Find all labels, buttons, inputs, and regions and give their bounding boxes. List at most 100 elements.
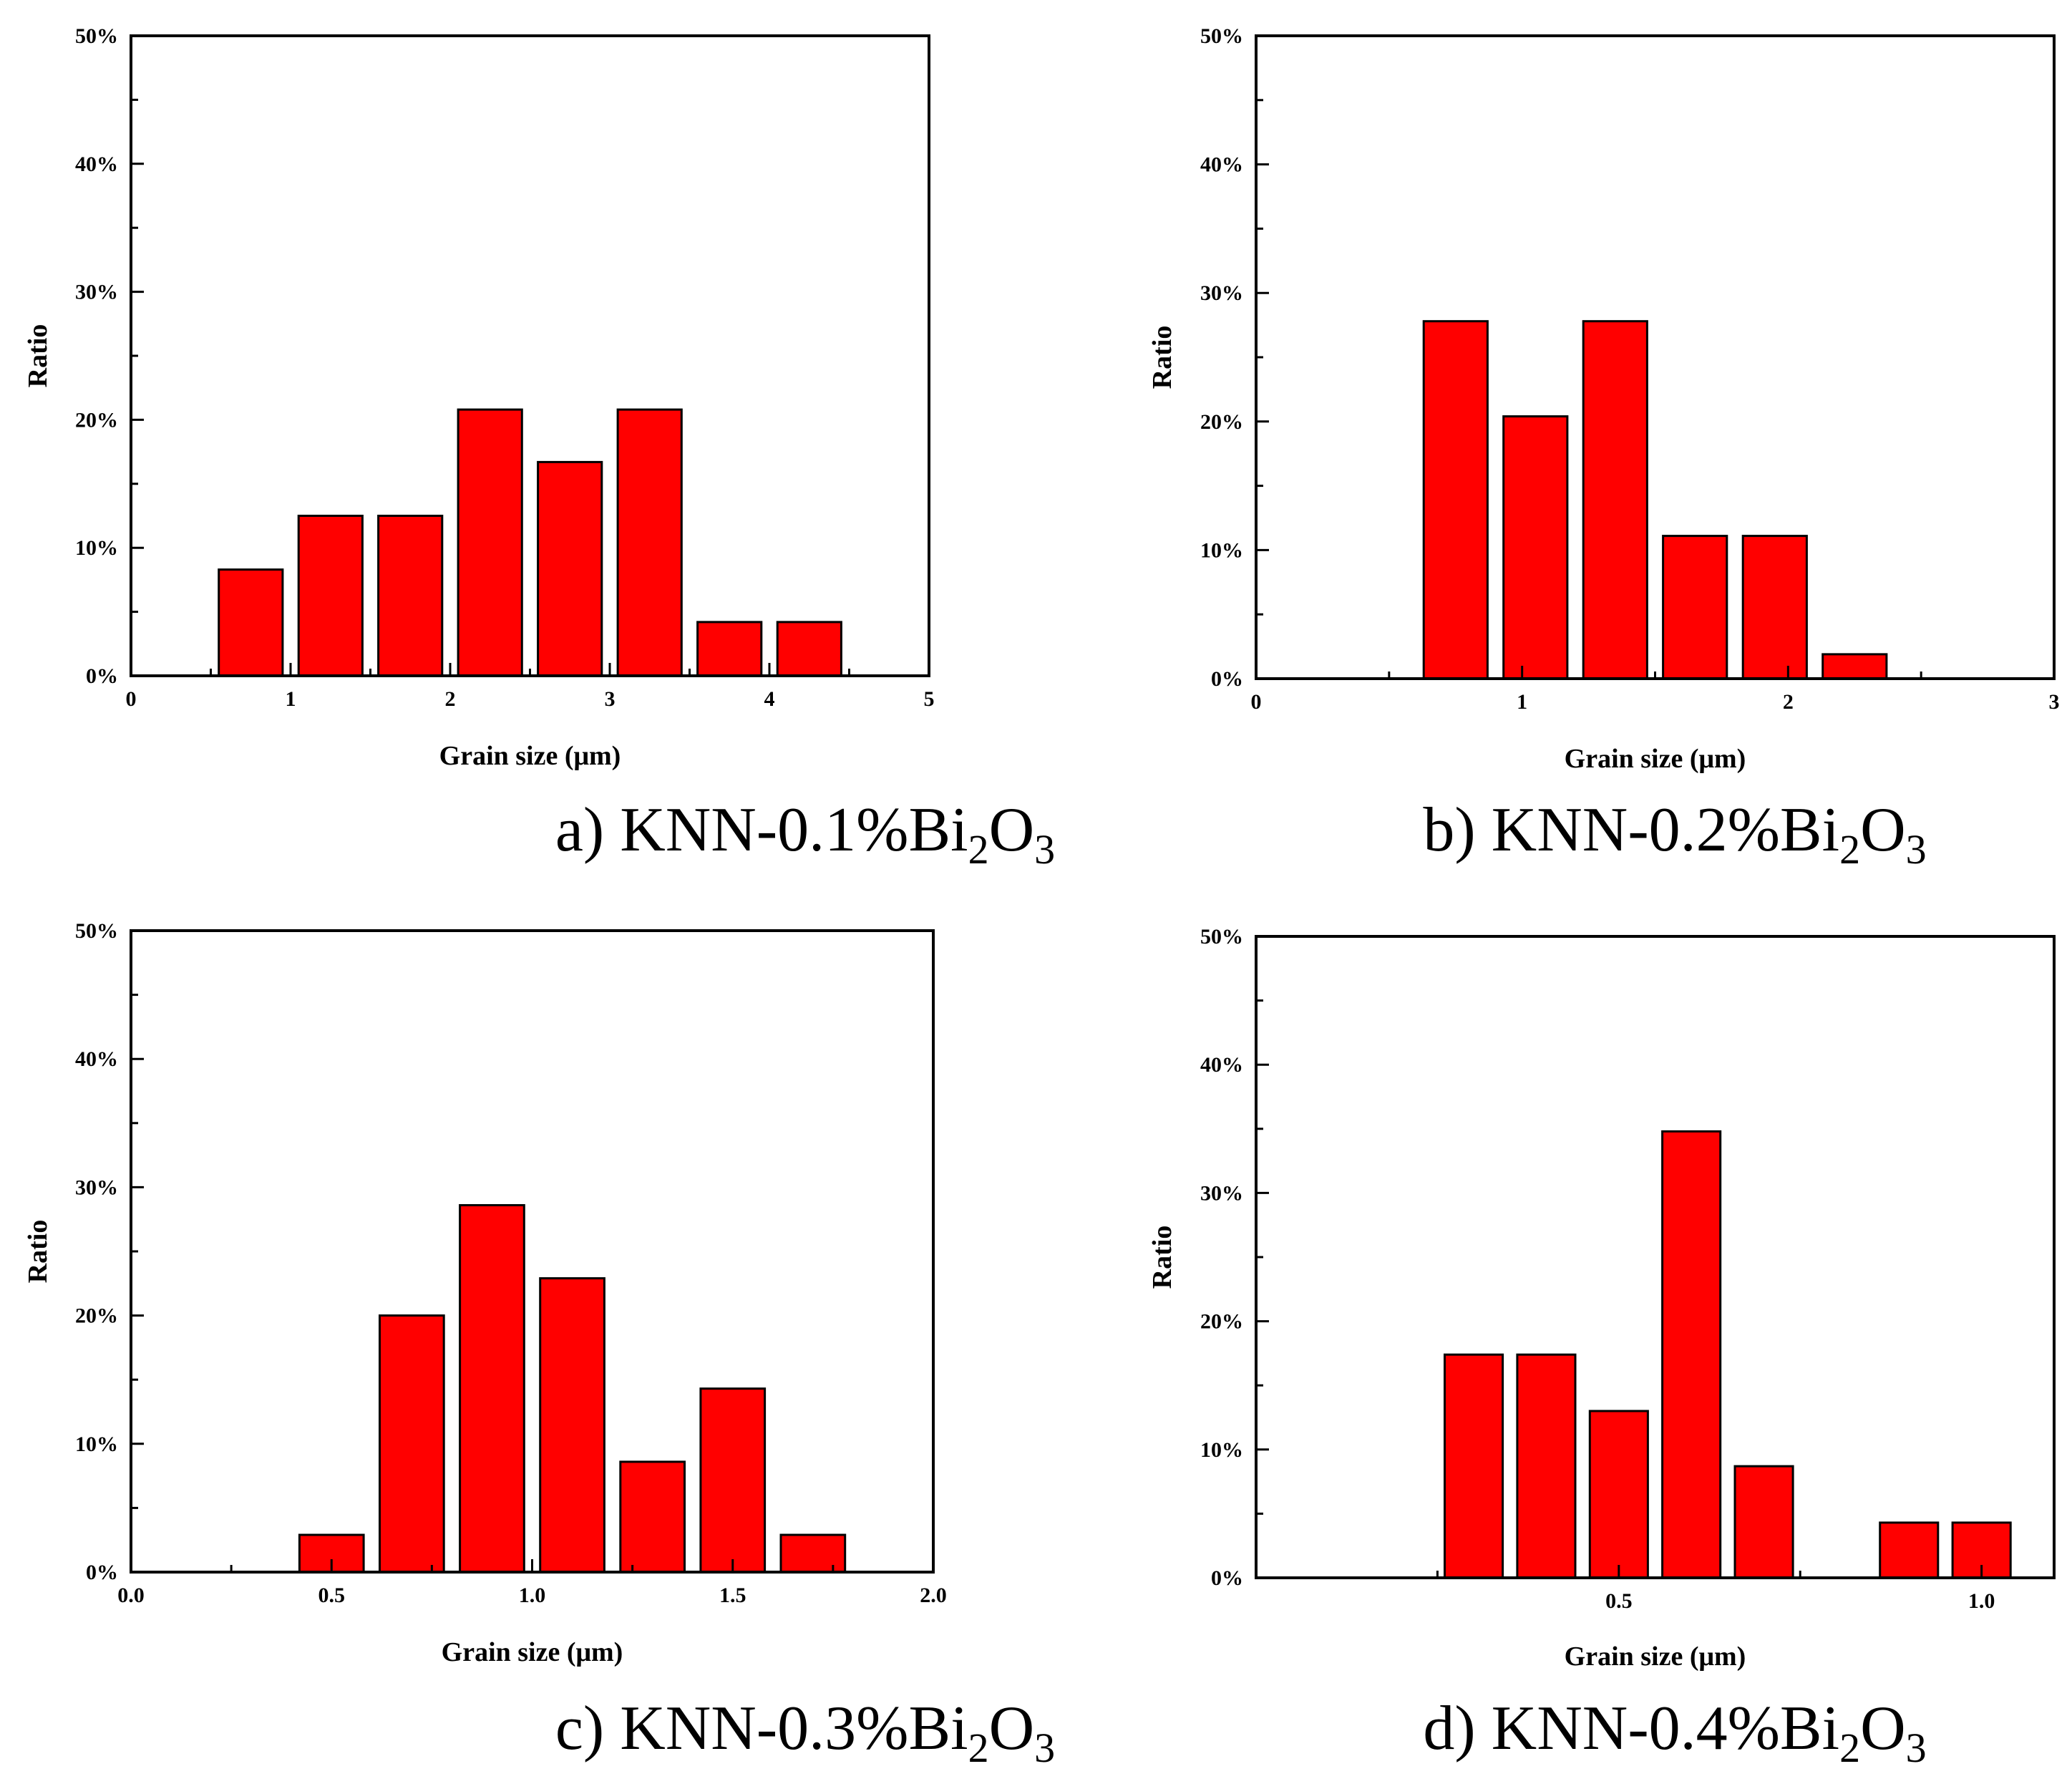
caption-text: d) KNN-0.4%Bi xyxy=(1423,1694,1839,1763)
y-tick-label: 30% xyxy=(1200,281,1243,305)
x-tick-label: 2.0 xyxy=(920,1584,947,1607)
panel-caption: a) KNN-0.1%Bi2O3 xyxy=(555,795,1055,873)
y-tick-label: 20% xyxy=(1200,410,1243,434)
x-tick-label: 1.0 xyxy=(519,1584,546,1607)
x-tick-label: 0 xyxy=(126,687,137,711)
panel-caption: c) KNN-0.3%Bi2O3 xyxy=(555,1694,1055,1771)
y-tick-label: 0% xyxy=(1211,1566,1243,1590)
caption-text: O xyxy=(1860,795,1906,865)
bar xyxy=(696,621,763,677)
y-tick-label: 20% xyxy=(1200,1310,1243,1334)
y-tick-label: 0% xyxy=(86,1561,118,1584)
x-tick-label: 4 xyxy=(764,687,775,711)
caption-subscript: 2 xyxy=(968,826,989,873)
y-axis-label: Ratio xyxy=(23,1220,53,1284)
y-tick-label: 10% xyxy=(75,1432,118,1456)
x-tick-label: 1 xyxy=(1517,690,1527,714)
y-tick-label: 50% xyxy=(1200,925,1243,949)
caption-text: O xyxy=(989,1694,1035,1763)
x-tick-label: 2 xyxy=(1783,690,1794,714)
caption-text: O xyxy=(989,795,1035,865)
plot-frame xyxy=(1255,34,2056,680)
x-tick-label: 1.5 xyxy=(719,1584,746,1607)
y-axis-label: Ratio xyxy=(1147,1226,1177,1289)
bar xyxy=(1422,320,1489,680)
x-axis-label: Grain size (μm) xyxy=(439,741,621,771)
y-tick-label: 10% xyxy=(1200,538,1243,562)
bar xyxy=(1741,535,1808,680)
bar xyxy=(1582,320,1648,680)
x-tick-label: 5 xyxy=(924,687,935,711)
bar xyxy=(537,460,603,677)
y-tick-label: 30% xyxy=(1200,1181,1243,1205)
y-tick-label: 50% xyxy=(75,24,118,48)
y-tick-label: 30% xyxy=(75,1175,118,1199)
x-tick-label: 1 xyxy=(286,687,296,711)
bar xyxy=(297,515,364,677)
bar xyxy=(539,1277,605,1574)
caption-text: O xyxy=(1860,1694,1906,1763)
plot-frame xyxy=(1255,935,2056,1579)
caption-subscript: 3 xyxy=(1034,826,1055,873)
bar xyxy=(377,515,444,677)
plot-frame xyxy=(130,929,935,1574)
bar xyxy=(699,1387,767,1574)
panel-caption: b) KNN-0.2%Bi2O3 xyxy=(1423,795,1926,873)
caption-subscript: 2 xyxy=(1839,826,1860,873)
caption-subscript: 2 xyxy=(968,1725,989,1771)
bar xyxy=(459,1204,525,1574)
y-tick-label: 50% xyxy=(1200,24,1243,48)
caption-text: a) KNN-0.1%Bi xyxy=(555,795,968,865)
y-tick-label: 10% xyxy=(75,536,118,560)
bar xyxy=(218,568,284,677)
y-tick-label: 0% xyxy=(1211,667,1243,691)
bar xyxy=(1662,535,1728,680)
bar xyxy=(1588,1410,1649,1579)
caption-subscript: 3 xyxy=(1906,826,1927,873)
bar xyxy=(1879,1521,1940,1579)
y-axis-label: Ratio xyxy=(1147,326,1177,389)
x-axis-label: Grain size (μm) xyxy=(1565,1642,1746,1672)
bar xyxy=(1951,1521,2012,1579)
caption-text: b) KNN-0.2%Bi xyxy=(1423,795,1839,865)
bar xyxy=(379,1314,445,1574)
x-tick-label: 3 xyxy=(2049,690,2060,714)
panel-caption: d) KNN-0.4%Bi2O3 xyxy=(1423,1694,1926,1771)
y-tick-label: 20% xyxy=(75,408,118,432)
x-tick-label: 0.0 xyxy=(117,1584,145,1607)
chart-panel-d: 0% 10% 20% 30% 40% 50% 0.5 1.0 Grain size (μm) Ra… xyxy=(1147,925,2056,1771)
bar xyxy=(776,621,842,677)
caption-text: c) KNN-0.3%Bi xyxy=(555,1694,968,1763)
chart-panel-c: 0% 10% 20% 30% 40% 50% 0.0 0.5 1.0 1.5 2.0 Grain si… xyxy=(23,919,1055,1771)
bar xyxy=(616,408,683,677)
y-tick-label: 20% xyxy=(75,1304,118,1328)
y-tick-label: 40% xyxy=(75,152,118,176)
y-tick-label: 40% xyxy=(1200,153,1243,177)
x-tick-label: 0.5 xyxy=(1605,1589,1633,1613)
bar xyxy=(1821,653,1888,680)
y-tick-label: 0% xyxy=(86,664,118,688)
caption-subscript: 2 xyxy=(1839,1725,1860,1771)
y-tick-label: 40% xyxy=(75,1047,118,1071)
bar xyxy=(1444,1353,1504,1579)
x-tick-label: 1.0 xyxy=(1968,1589,1995,1613)
bar xyxy=(457,408,523,677)
x-tick-label: 3 xyxy=(605,687,616,711)
bar xyxy=(779,1533,847,1574)
y-axis-label: Ratio xyxy=(23,324,53,388)
y-tick-label: 50% xyxy=(75,919,118,943)
bar xyxy=(1661,1130,1722,1579)
y-tick-label: 30% xyxy=(75,281,118,304)
x-tick-label: 0 xyxy=(1251,690,1262,714)
x-axis-label: Grain size (μm) xyxy=(1565,744,1746,774)
bar xyxy=(1733,1465,1794,1579)
caption-subscript: 3 xyxy=(1906,1725,1927,1771)
bar xyxy=(619,1460,686,1574)
y-tick-label: 10% xyxy=(1200,1438,1243,1462)
bar xyxy=(1516,1353,1577,1579)
y-tick-label: 40% xyxy=(1200,1053,1243,1077)
x-axis-label: Grain size (μm) xyxy=(442,1637,623,1667)
